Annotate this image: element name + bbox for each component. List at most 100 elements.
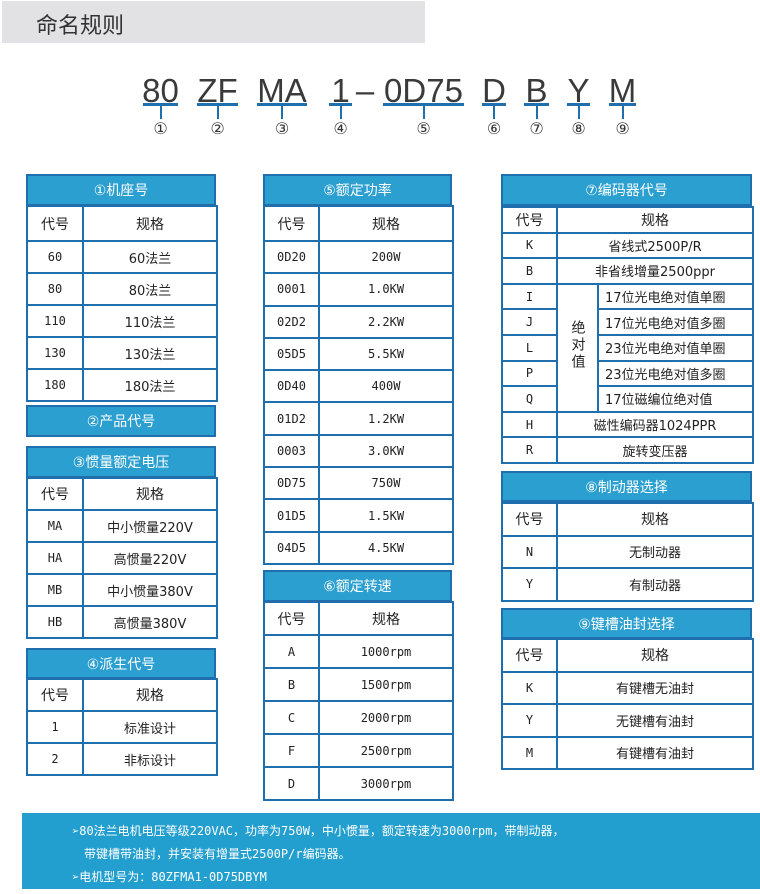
col-header-spec: 规格 [82, 477, 218, 511]
underline-9 [609, 103, 636, 106]
table-row: I 绝对值 17位光电绝对值单圈 [501, 282, 754, 413]
table-inertia: 代号 规格 MA 中小惯量220V HA 高惯量220V MB 中小惯量380V HB 高惯量38… [26, 477, 218, 639]
col-header-code: 代号 [26, 678, 84, 712]
code-cell: Y [501, 703, 558, 738]
underline-1 [197, 103, 238, 106]
code-cell: MA [26, 509, 84, 543]
page-title: 命名规则 [36, 14, 125, 39]
table-row: 05D5 5.5KW [263, 336, 454, 372]
table-derive: 代号 规格 1 标准设计 2 非标设计 [26, 678, 218, 776]
spec-cell: 4.5KW [318, 530, 454, 565]
spec-cell: 高惯量220V [82, 541, 218, 575]
section-title-product: ②产品代号 [26, 405, 216, 437]
example-line-2: 带键槽带油封，并安装有增量式2500P/r编码器。 [84, 847, 351, 861]
section-title-derive: ④派生代号 [26, 648, 216, 679]
example-line-3: ➢电机型号为：80ZFMA1-0D75DBYM [72, 870, 267, 884]
table-speed: 代号 规格 A 1000rpm B 1500rpm C 2000rpm F 2500rpm D 300… [263, 601, 454, 801]
code-cell: B [501, 257, 558, 285]
col-header-spec: 规格 [556, 638, 754, 673]
col-header-spec: 规格 [318, 601, 454, 636]
spec-cell: 23位光电绝对值单圈 [597, 333, 754, 362]
underline-8 [567, 103, 590, 106]
code-cell: M [501, 735, 558, 770]
spec-cell: 750W [318, 466, 454, 501]
table-row: 02D2 2.2KW [263, 304, 454, 339]
code-cell: Y [501, 567, 558, 602]
section-title-inertia: ③惯量额定电压 [26, 446, 216, 478]
table-row: HB 高惯量380V [26, 605, 218, 639]
table-row: B 非省线增量2500ppr [501, 257, 754, 285]
table-row: A 1000rpm [263, 634, 454, 669]
table-row: Q 17位磁编位绝对值 [501, 385, 754, 413]
section-title-power: ⑤额定功率 [263, 174, 452, 206]
spec-cell: 中小惯量380V [82, 573, 218, 607]
spec-cell: 17位光电绝对值单圈 [597, 282, 754, 311]
spec-cell: 有键槽有油封 [556, 735, 754, 770]
index-label-3: ④ [333, 119, 348, 138]
table-row: J 17位光电绝对值多圈 [501, 308, 754, 336]
col-header-code: 代号 [501, 502, 558, 537]
section-title-speed: ⑥额定转速 [263, 570, 452, 602]
code-cell: 80 [26, 272, 84, 306]
table-row: HA 高惯量220V [26, 541, 218, 575]
code-cell: D [263, 766, 320, 801]
col-header-code: 代号 [263, 601, 320, 636]
spec-cell: 130法兰 [82, 336, 218, 370]
connector-5 [422, 105, 425, 119]
spec-cell: 有制动器 [556, 567, 754, 602]
code-cell: 02D2 [263, 304, 320, 339]
spec-cell: 2.2KW [318, 304, 454, 339]
col-header-spec: 规格 [318, 205, 454, 242]
model-part-2: MA [257, 72, 307, 109]
table-row: 1 标准设计 [26, 710, 218, 744]
code-cell: 0003 [263, 433, 320, 469]
spec-cell: 3000rpm [318, 766, 454, 801]
code-cell: 1 [26, 710, 84, 744]
model-part-5: 0D75 [384, 72, 463, 109]
col-header-spec: 规格 [82, 678, 218, 712]
code-cell: B [263, 667, 320, 702]
table-row: 2 非标设计 [26, 742, 218, 776]
table-header-row: 代号 规格 [263, 601, 454, 636]
table-row: R 旋转变压器 [501, 436, 754, 464]
code-cell: I [501, 282, 558, 311]
table-brake: 代号 规格 N 无制动器 Y 有制动器 [501, 502, 754, 602]
index-label-5: ⑤ [416, 119, 431, 138]
code-cell: 05D5 [263, 336, 320, 372]
underline-3 [329, 103, 352, 106]
code-cell: 130 [26, 336, 84, 370]
table-row: 110 110法兰 [26, 304, 218, 338]
code-cell: 110 [26, 304, 84, 338]
table-row: K 有键槽无油封 [501, 670, 754, 705]
col-header-code: 代号 [501, 638, 558, 673]
spec-cell: 5.5KW [318, 336, 454, 372]
section-title-encoder: ⑦编码器代号 [501, 174, 752, 206]
index-label-9: ⑨ [615, 119, 630, 138]
underline-0 [143, 103, 178, 106]
col-header-spec: 规格 [556, 502, 754, 537]
connector-2 [281, 105, 283, 119]
spec-cell: 磁性编码器1024PPR [556, 410, 754, 439]
connector-0 [159, 105, 162, 119]
spec-cell: 2500rpm [318, 733, 454, 768]
table-keyway: 代号 规格 K 有键槽无油封 Y 无键槽有油封 M 有键槽有油封 [501, 638, 754, 770]
table-row: C 2000rpm [263, 700, 454, 735]
spec-cell: 60法兰 [82, 240, 218, 274]
model-part-1: ZF [197, 72, 238, 109]
model-part-9: M [608, 72, 637, 109]
index-label-8: ⑧ [571, 119, 586, 138]
index-label-6: ⑥ [486, 119, 502, 138]
code-cell: P [501, 359, 558, 388]
table-row: L 23位光电绝对值单圈 [501, 333, 754, 362]
code-cell: 0D40 [263, 369, 320, 404]
connector-8 [577, 105, 580, 119]
code-cell: 01D2 [263, 401, 320, 436]
underline-7 [524, 103, 549, 106]
spec-cell: 180法兰 [82, 368, 218, 402]
code-cell: 60 [26, 240, 84, 274]
table-header-row: 代号 规格 [26, 678, 218, 712]
model-part-3: 1 [331, 72, 350, 109]
code-cell: K [501, 231, 558, 260]
example-line-1: ➢80法兰电机电压等级220VAC，功率为750W，中小惯量，额定转速为3000… [72, 824, 565, 838]
code-cell: MB [26, 573, 84, 607]
